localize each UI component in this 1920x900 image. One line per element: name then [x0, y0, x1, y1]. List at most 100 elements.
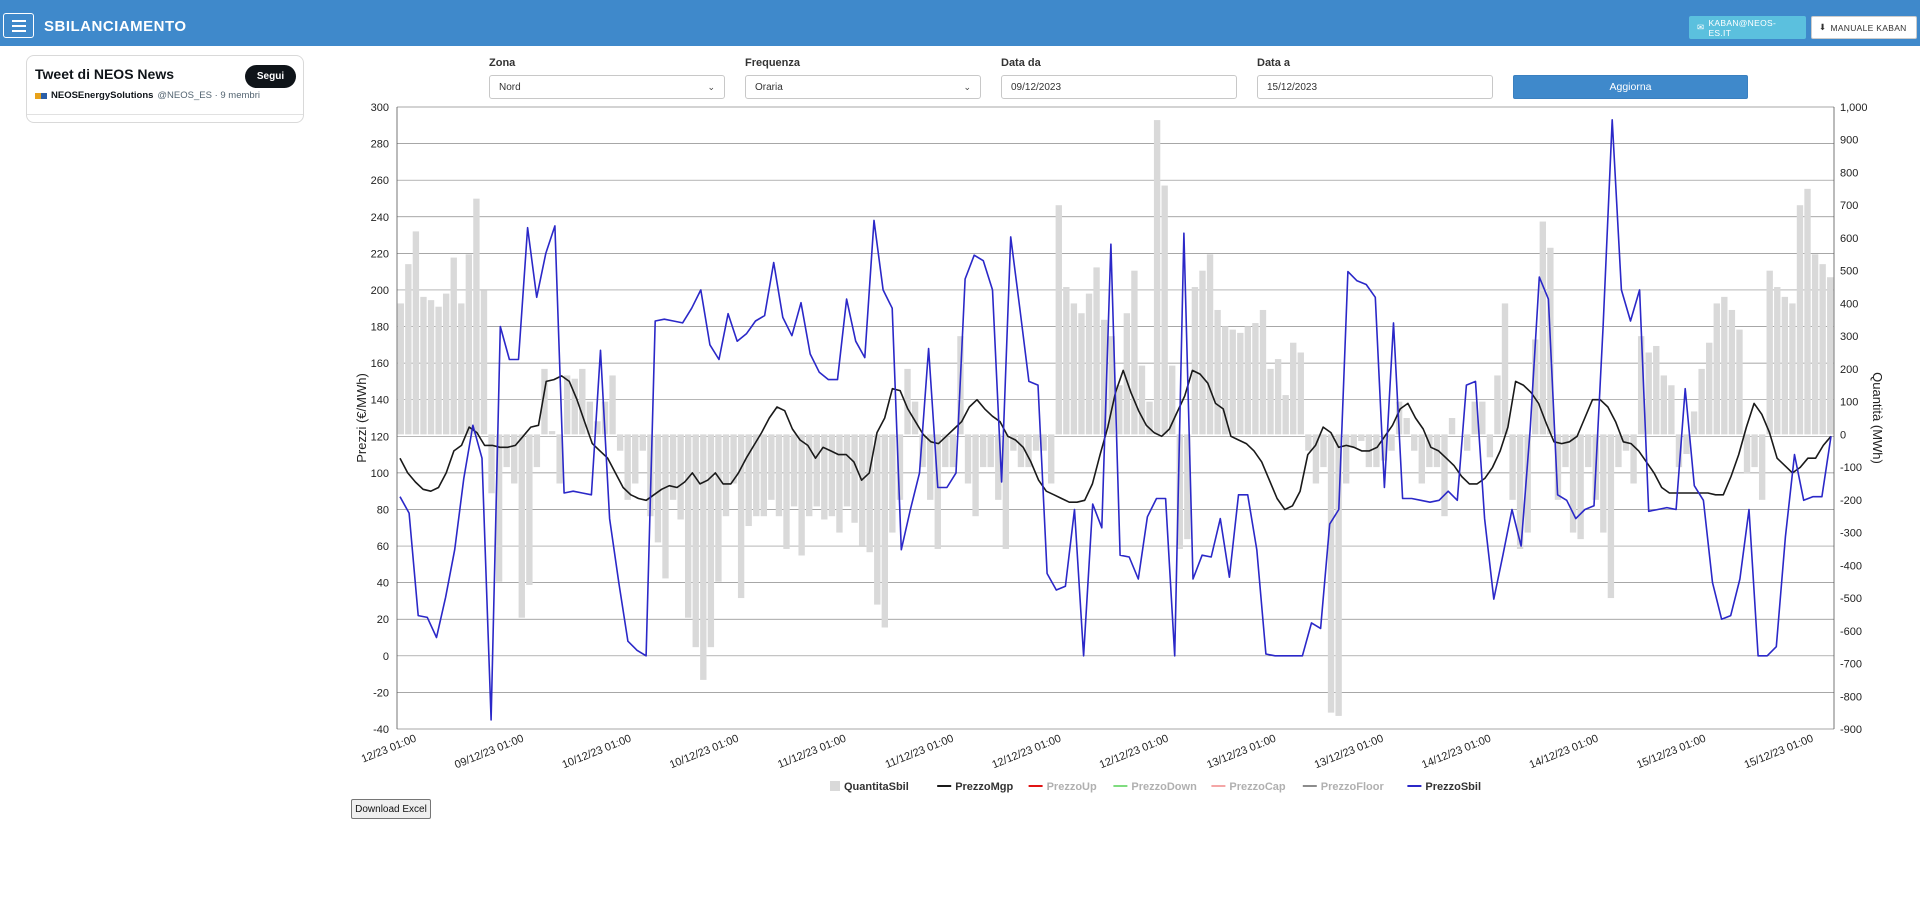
y-tick-label-right: -400 — [1840, 560, 1862, 572]
quantita-bar — [563, 375, 571, 435]
hamburger-menu-button[interactable] — [3, 13, 34, 38]
twitter-user-meta: @NEOS_ES · 9 membri — [157, 90, 260, 101]
quantita-bar — [851, 434, 858, 523]
quantita-bar — [1259, 309, 1267, 435]
download-excel-button[interactable]: Download Excel — [351, 799, 431, 819]
quantita-bar — [541, 368, 548, 435]
quantita-bar — [843, 434, 851, 507]
follow-button[interactable]: Segui — [245, 65, 296, 88]
quantita-bar — [1418, 434, 1425, 484]
legend-item-prezzodown[interactable]: PrezzoDown — [1113, 781, 1197, 793]
y-tick-label-right: -600 — [1840, 626, 1862, 638]
quantita-bar — [662, 434, 669, 579]
email-button[interactable]: ✉ KABAN@NEOS-ES.IT — [1689, 16, 1806, 39]
twitter-widget: Tweet di NEOS News Segui NEOSEnergySolut… — [26, 55, 304, 123]
quantita-bar — [669, 434, 677, 500]
quantita-bar — [1199, 270, 1206, 435]
quantita-bar — [760, 434, 767, 517]
quantita-bar — [1017, 434, 1025, 468]
quantita-bar — [1305, 434, 1312, 451]
divider — [27, 114, 303, 115]
quantita-bar — [1055, 205, 1062, 435]
quantita-bar — [579, 368, 586, 435]
quantita-bar — [836, 434, 843, 533]
quantita-bar — [1267, 368, 1274, 435]
legend-item-prezzofloor[interactable]: PrezzoFloor — [1302, 781, 1385, 793]
quantita-bar — [1138, 365, 1146, 435]
quantita-bar — [1683, 434, 1690, 455]
data-a-input[interactable]: 15/12/2023 — [1257, 75, 1493, 99]
quantita-bar — [1464, 434, 1471, 451]
quantita-bar — [949, 434, 957, 468]
legend-swatch — [830, 781, 840, 791]
legend-item-prezzosbil[interactable]: PrezzoSbil — [1407, 781, 1481, 793]
quantita-bar — [1509, 434, 1516, 500]
y-tick-label-right: 800 — [1840, 167, 1858, 179]
quantita-bar — [722, 434, 730, 517]
quantita-bar — [1645, 352, 1652, 435]
quantita-bar — [692, 434, 699, 648]
y-tick-label-left: 140 — [371, 395, 389, 407]
quantita-bar — [632, 434, 639, 484]
quantita-bar — [1811, 254, 1819, 435]
quantita-bar — [1169, 365, 1176, 435]
quantita-bar — [1342, 434, 1350, 484]
y-tick-label-left: 120 — [371, 431, 389, 443]
quantita-bar — [586, 401, 594, 435]
y-tick-label-left: 40 — [377, 578, 389, 590]
legend-item-quantitasbil[interactable]: QuantitaSbil — [830, 781, 909, 793]
download-icon: ⬇ — [1819, 22, 1827, 32]
data-da-input[interactable]: 09/12/2023 — [1001, 75, 1237, 99]
quantita-bar — [934, 434, 941, 549]
twitter-user[interactable]: NEOSEnergySolutions @NEOS_ES · 9 membri — [35, 90, 260, 101]
quantita-bar — [1123, 313, 1131, 435]
quantita-bar — [1290, 342, 1297, 435]
quantita-bar — [1630, 434, 1637, 484]
x-tick-label: 13/12/23 01:00 — [1205, 733, 1278, 772]
chart-legend[interactable]: QuantitaSbil PrezzoMgp PrezzoUp PrezzoDown P… — [830, 781, 1481, 793]
quantita-bar — [745, 434, 752, 527]
quantita-bar — [1040, 434, 1047, 451]
y-tick-label-right: -200 — [1840, 495, 1862, 507]
manual-button[interactable]: ⬇ MANUALE KABAN — [1811, 16, 1917, 39]
aggiorna-button[interactable]: Aggiorna — [1513, 75, 1748, 99]
quantita-bar — [881, 434, 889, 628]
quantita-bar — [1804, 188, 1811, 435]
legend-item-prezzomgp[interactable]: PrezzoMgp — [937, 781, 1014, 793]
quantita-bar — [533, 434, 541, 468]
quantita-bar — [1078, 313, 1085, 435]
top-navbar: SBILANCIAMENTO ✉ KABAN@NEOS-ES.IT ⬇ MANU… — [0, 0, 1920, 46]
quantita-bar — [1516, 434, 1524, 549]
quantita-bar — [1471, 401, 1478, 435]
legend-item-prezzoup[interactable]: PrezzoUp — [1028, 781, 1097, 793]
quantita-bar — [1373, 434, 1380, 468]
quantita-bar — [1100, 319, 1108, 435]
quantita-bar — [1025, 434, 1032, 468]
y-tick-label-right: 200 — [1840, 364, 1858, 376]
y-tick-label-left: 220 — [371, 248, 389, 260]
quantita-bar — [1554, 434, 1562, 500]
y-tick-label-left: 0 — [383, 651, 389, 663]
x-tick-label: 12/12/23 01:00 — [990, 733, 1063, 772]
quantita-bar — [828, 434, 836, 517]
quantita-bar — [1728, 309, 1736, 435]
quantita-bar — [979, 434, 987, 468]
quantita-bar — [1350, 434, 1357, 448]
x-tick-label: 11/12/23 01:00 — [884, 733, 956, 771]
quantita-bar — [1486, 434, 1494, 458]
series-line-prezzosbil — [399, 119, 1832, 721]
quantita-bar — [858, 434, 866, 546]
zona-select[interactable]: Nord ⌄ — [489, 75, 725, 99]
y-tick-label-right: -300 — [1840, 528, 1862, 540]
data-a-value: 15/12/2023 — [1267, 81, 1318, 93]
quantita-bar — [1698, 368, 1705, 435]
x-tick-label: 09/12/23 01:00 — [453, 733, 526, 772]
frequenza-select[interactable]: Oraria ⌄ — [745, 75, 981, 99]
legend-item-prezzocap[interactable]: PrezzoCap — [1211, 781, 1286, 793]
quantita-bar — [397, 303, 404, 435]
y-tick-label-right: -700 — [1840, 659, 1862, 671]
quantita-bar — [473, 198, 480, 435]
quantita-bar — [1252, 323, 1259, 435]
quantita-bar — [1758, 434, 1766, 500]
quantita-bar — [405, 264, 412, 435]
